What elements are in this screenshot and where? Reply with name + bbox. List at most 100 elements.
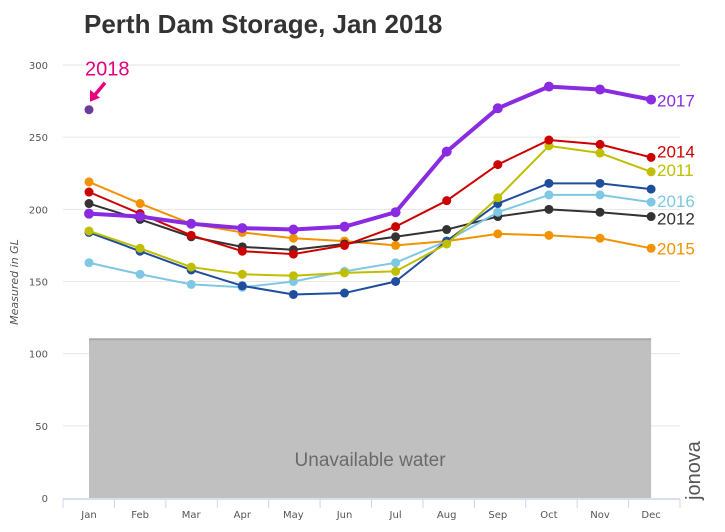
x-tick-label: Dec [641,510,660,521]
series-label-2017: 2017 [657,92,695,111]
series-2015 [84,177,656,253]
data-point [339,221,350,232]
chart-title: Perth Dam Storage, Jan 2018 [84,9,442,39]
y-tick-label: 100 [29,350,48,361]
data-point [595,148,605,158]
data-point [646,243,656,253]
data-point [84,199,94,209]
data-point [544,230,554,240]
series-line [88,144,652,277]
data-point [84,177,94,187]
series-line [88,139,652,256]
data-point [288,271,298,281]
data-point [595,190,605,200]
data-point [544,135,554,145]
data-point [441,146,452,157]
y-tick-label: 200 [29,205,48,216]
data-point [390,207,401,218]
series-line [88,84,652,232]
data-point [288,249,298,259]
data-point [595,139,605,149]
data-point [135,211,146,222]
data-point [84,258,94,268]
x-tick-label: Nov [590,510,610,521]
series-2017 [84,81,657,235]
data-point [646,197,656,207]
series-line [88,180,652,250]
series-2018 [84,105,94,115]
unavailable-water-area [89,339,652,498]
data-point [442,239,452,249]
data-point [493,193,503,203]
data-point [84,226,94,236]
y-axis: 0 50 100 150 200 250 300 [29,61,48,505]
data-point [391,232,401,242]
series-2014 [84,135,656,259]
data-point [84,208,94,219]
annotation-arrow-head [90,89,100,102]
x-axis: Jan Feb Mar Apr May Jun Jul Aug Sep Oct Nov Dec [62,498,681,521]
y-tick-label: 300 [29,61,48,72]
data-point [492,103,503,114]
data-point [186,230,196,240]
data-point [595,178,605,188]
data-point [288,233,298,243]
data-point [135,199,145,209]
x-tick-label: Feb [131,510,149,521]
series-label-2016: 2016 [657,192,695,211]
unavailable-water-label: Unavailable water [295,450,447,471]
data-point [186,279,196,289]
series-group [84,81,657,299]
data-point [544,204,554,214]
data-point [288,224,299,235]
x-tick-label: Oct [540,510,557,521]
data-point [84,187,94,197]
x-tick-label: Aug [437,510,457,521]
series-label-2015: 2015 [657,239,695,258]
data-point [237,269,247,279]
annotation-2018: 2018 [85,59,130,102]
data-point [186,262,196,272]
series-line [88,202,652,251]
data-point [646,212,656,222]
data-point [340,240,349,250]
series-line [88,182,652,296]
series-label-2011: 2011 [657,161,694,180]
data-point [391,258,401,268]
unavailable-band: Unavailable water [89,338,652,498]
data-point [340,268,349,278]
data-point [237,246,247,256]
data-point [493,160,503,170]
x-tick-label: Jan [80,510,96,521]
data-point [544,190,554,200]
data-point [340,288,349,298]
x-tick-label: Mar [182,510,202,521]
series-label-2012: 2012 [657,210,695,229]
x-tick-label: Jul [389,510,402,521]
data-point [646,184,656,194]
data-point [595,233,605,243]
data-point [288,289,298,299]
data-point [135,269,145,279]
series-line [88,193,652,289]
y-tick-label: 0 [42,494,48,505]
watermark: jonova [683,440,705,501]
x-tick-label: Jun [336,510,353,521]
data-point [391,277,401,286]
y-tick-label: 150 [29,278,48,289]
data-point [237,223,248,234]
data-point [391,240,401,250]
data-point [493,207,503,217]
data-point [135,243,145,253]
series-label-2014: 2014 [657,142,695,161]
data-point [186,218,197,229]
series-2011 [84,141,656,281]
y-tick-label: 50 [35,422,48,433]
data-point [442,225,452,235]
x-tick-label: Apr [234,510,252,521]
data-point [391,222,401,232]
data-point [237,281,247,291]
data-point [646,94,657,105]
